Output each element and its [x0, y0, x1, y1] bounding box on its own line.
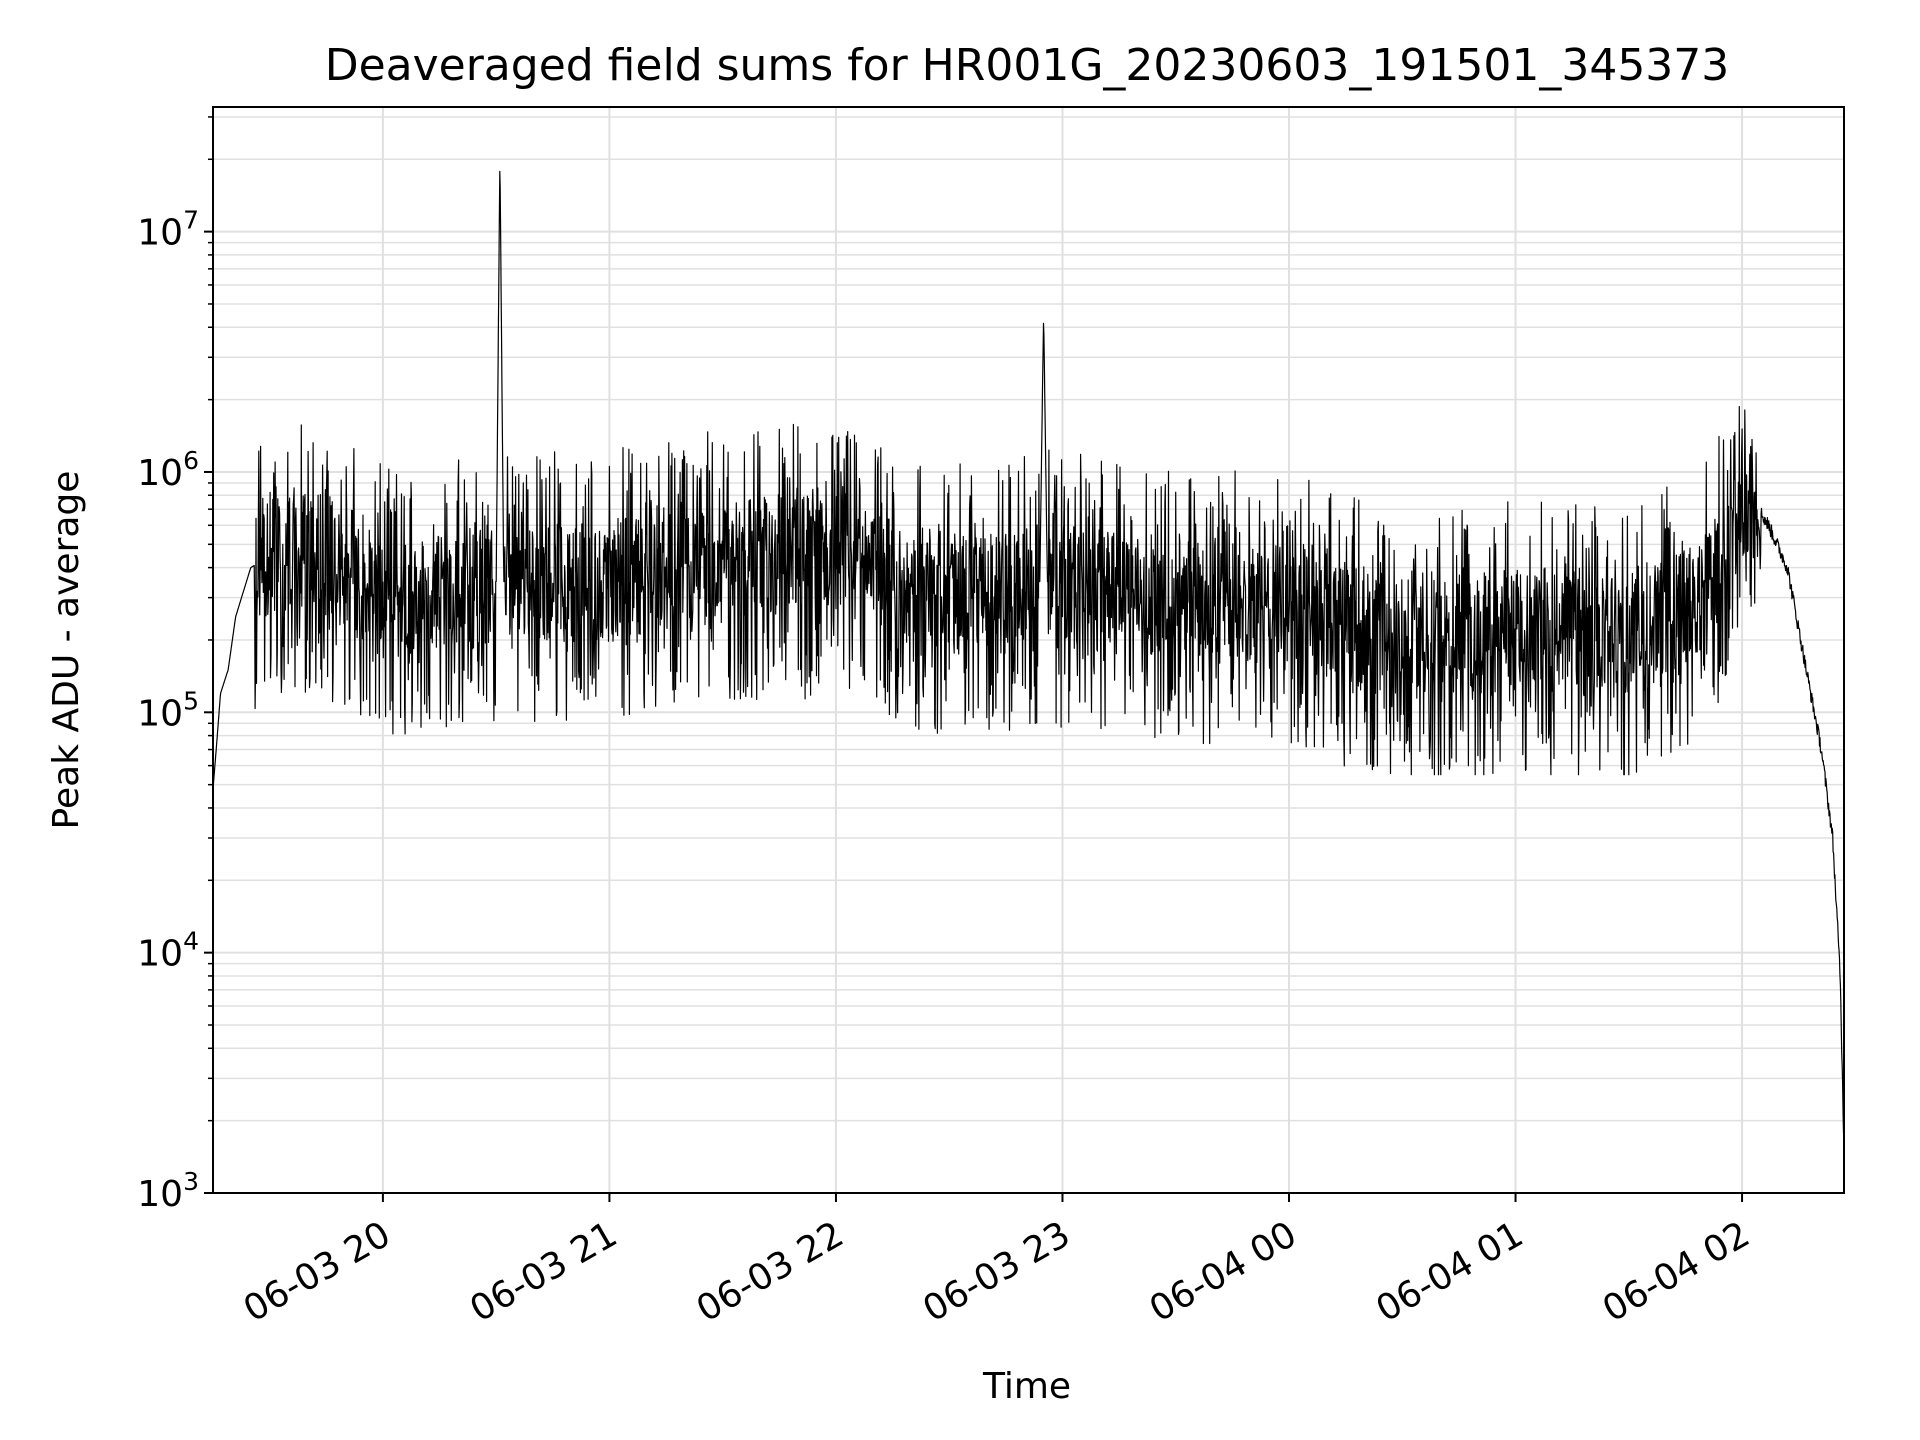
x-axis-label: Time: [982, 1366, 1071, 1407]
chart-title: Deaveraged field sums for HR001G_2023060…: [325, 40, 1730, 91]
y-tick-label: 107: [137, 206, 199, 254]
y-tick-label: 104: [137, 927, 199, 975]
y-tick-label: 103: [137, 1167, 199, 1215]
series-line: [212, 170, 1845, 1134]
y-tick-label: 106: [137, 446, 199, 494]
y-tick-label: 105: [137, 686, 199, 734]
y-axis-label: Peak ADU - average: [46, 471, 87, 830]
plot-frame: [212, 106, 1845, 1194]
series-layer: [212, 170, 1845, 1134]
